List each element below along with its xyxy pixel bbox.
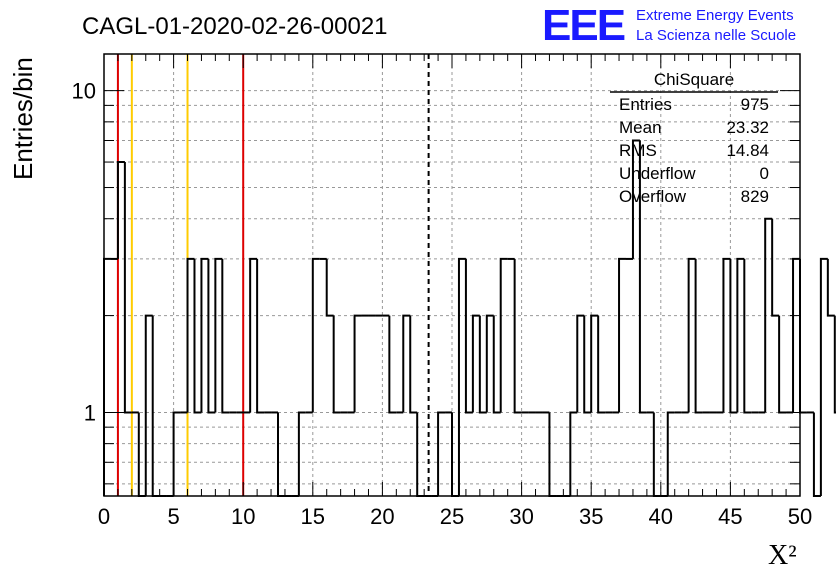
- histogram-bin: [402, 314, 411, 413]
- histogram-bin: [172, 411, 181, 496]
- histogram-bin: [778, 315, 787, 414]
- y-axis-label: Entries/bin: [8, 57, 38, 180]
- histogram-bin: [478, 315, 487, 414]
- stats-value: 829: [741, 187, 769, 206]
- histogram-bin: [729, 258, 738, 414]
- stats-label: Mean: [619, 118, 662, 137]
- histogram-bin: [833, 315, 836, 414]
- histogram-bin: [666, 411, 675, 496]
- histogram-bin: [826, 258, 835, 317]
- histogram-bin: [116, 161, 125, 259]
- logo-line-1: Extreme Energy Events: [636, 7, 794, 24]
- x-tick-label: 15: [301, 504, 325, 529]
- histogram-bin: [743, 258, 752, 414]
- histogram-bin: [499, 257, 508, 413]
- x-tick-label: 30: [509, 504, 533, 529]
- histogram-bin: [123, 162, 132, 414]
- run-title: CAGL-01-2020-02-26-00021: [82, 13, 388, 40]
- x-tick-label: 20: [370, 504, 394, 529]
- histogram-bin: [207, 258, 216, 414]
- stats-label: RMS: [619, 141, 657, 160]
- histogram-bin: [249, 257, 258, 413]
- stats-label: Underflow: [619, 164, 696, 183]
- histogram-bin: [590, 314, 599, 413]
- histogram-bin: [812, 412, 821, 497]
- logo-line-2: La Scienza nelle Scuole: [636, 27, 796, 44]
- histogram-bin: [144, 314, 153, 496]
- x-tick-label: 10: [231, 504, 255, 529]
- histogram-bin: [771, 218, 780, 317]
- histogram-bin: [256, 258, 265, 414]
- stats-value: 23.32: [726, 118, 769, 137]
- histogram-bin: [409, 315, 418, 414]
- histogram-bin: [311, 257, 320, 413]
- histogram-bin: [799, 258, 807, 414]
- histogram-bin: [471, 314, 480, 413]
- x-tick-label: 35: [579, 504, 603, 529]
- histogram-bin: [186, 257, 195, 413]
- histogram-bin: [792, 257, 800, 413]
- histogram-bin: [297, 411, 306, 496]
- histogram-bin: [214, 257, 223, 413]
- histogram-bin: [103, 257, 111, 496]
- histogram-bin: [513, 258, 522, 414]
- stats-value: 0: [760, 164, 769, 183]
- x-tick-label: 0: [98, 504, 110, 529]
- histogram-bin: [618, 257, 626, 413]
- stats-box: ChiSquare Entries 975 Mean 23.32 RMS 14.84 Und…: [610, 70, 778, 206]
- y-tick-label: 10: [72, 79, 96, 104]
- histogram-bin: [694, 258, 703, 414]
- stats-value: 975: [741, 95, 769, 114]
- reference-lines: [116, 54, 430, 496]
- stats-title: ChiSquare: [654, 70, 734, 89]
- histogram-bin: [353, 314, 362, 413]
- histogram-bin: [221, 258, 230, 414]
- histogram-bin: [597, 315, 606, 414]
- x-tick-label: 45: [718, 504, 742, 529]
- histogram-bin: [736, 257, 745, 413]
- histogram-bin: [687, 257, 696, 413]
- histogram-bin: [151, 315, 160, 497]
- x-tick-label: 50: [788, 504, 812, 529]
- axes: 0 5 10 15 20 25 30 35 40 45 50 1 10: [72, 53, 812, 529]
- histogram-bin: [722, 257, 731, 413]
- histogram-bin: [457, 257, 466, 496]
- x-tick-label: 25: [440, 504, 464, 529]
- stats-label: Overflow: [619, 187, 687, 206]
- histogram-bin: [388, 315, 397, 414]
- histogram-bin: [492, 315, 501, 414]
- histogram-bin: [485, 314, 494, 413]
- histogram-bin: [464, 258, 473, 414]
- x-tick-label: 5: [167, 504, 179, 529]
- histogram-bin: [569, 411, 578, 496]
- histogram-bin: [764, 217, 773, 413]
- histogram-bin: [638, 140, 647, 414]
- eee-logo: EEE: [542, 1, 625, 50]
- histogram-bin: [437, 411, 446, 496]
- histogram-bin: [200, 257, 209, 413]
- x-tick-label: 40: [649, 504, 673, 529]
- histogram-bin: [819, 257, 828, 496]
- histogram-bars: [103, 139, 836, 497]
- stats-label: Entries: [619, 95, 672, 114]
- y-tick-label: 1: [84, 400, 96, 425]
- stats-value: 14.84: [726, 141, 769, 160]
- histogram-bin: [332, 315, 341, 414]
- histogram-bin: [576, 314, 585, 413]
- x-axis-label: X²: [768, 540, 797, 571]
- histogram-bin: [193, 258, 202, 414]
- histogram-bin: [583, 315, 592, 414]
- histogram-bin: [631, 139, 640, 259]
- histogram-bin: [325, 258, 334, 317]
